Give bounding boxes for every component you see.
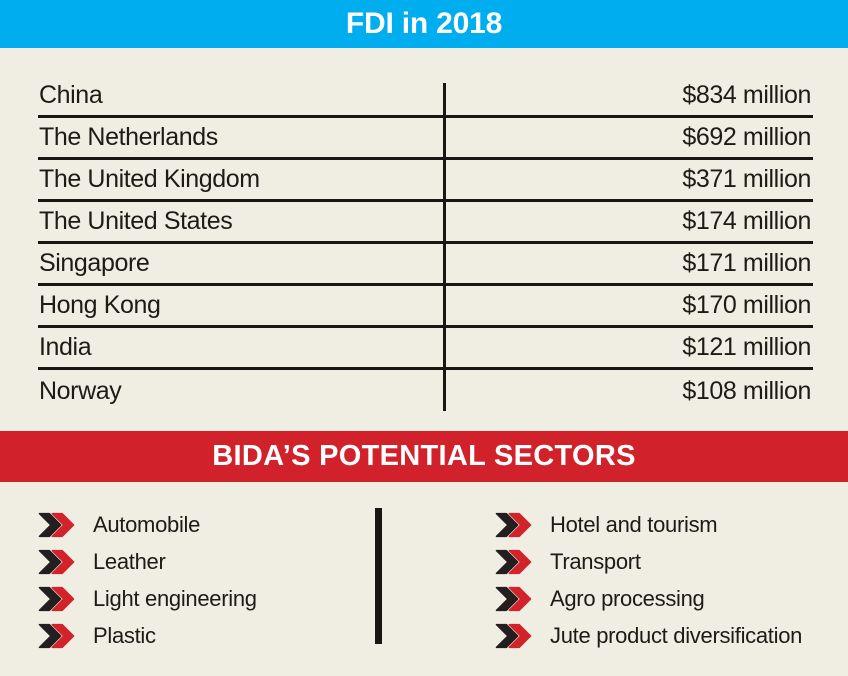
country-label: Norway: [39, 376, 122, 405]
table-row: China $834 million: [38, 76, 813, 118]
country-label: China: [39, 81, 103, 109]
sector-item: Hotel and tourism: [495, 506, 802, 543]
table-row: Norway $108 million: [38, 370, 813, 412]
table-row: India $121 million: [38, 328, 813, 370]
sector-item: Leather: [38, 543, 257, 580]
sector-label: Light engineering: [93, 585, 257, 611]
sectors-column-divider: [375, 508, 382, 644]
sector-col-left: Automobile Leather Light engineering Pla…: [38, 506, 257, 654]
double-chevron-icon: [38, 623, 75, 648]
country-label: The United States: [39, 207, 233, 235]
country-label: The United Kingdom: [39, 165, 260, 193]
table-column-divider: [443, 83, 446, 411]
double-chevron-icon: [495, 512, 532, 537]
sector-label: Agro processing: [550, 585, 705, 611]
table-row: The United Kingdom $371 million: [38, 160, 813, 202]
table-row: Hong Kong $170 million: [38, 286, 813, 328]
double-chevron-icon: [495, 623, 532, 648]
fdi-title: FDI in 2018: [345, 7, 503, 40]
sector-item: Light engineering: [38, 580, 257, 617]
sector-item: Transport: [495, 543, 802, 580]
country-label: Hong Kong: [39, 291, 161, 319]
country-label: India: [39, 333, 92, 361]
fdi-table: China $834 million The Netherlands $692 …: [38, 76, 813, 412]
fdi-value: $171 million: [682, 249, 811, 277]
fdi-value: $170 million: [682, 291, 811, 319]
fdi-value: $174 million: [682, 207, 811, 235]
sector-label: Jute product diversification: [550, 622, 803, 648]
fdi-value: $834 million: [682, 81, 811, 109]
country-label: Singapore: [39, 249, 150, 277]
double-chevron-icon: [38, 549, 75, 574]
double-chevron-icon: [38, 512, 75, 537]
double-chevron-icon: [38, 586, 75, 611]
fdi-value: $692 million: [682, 123, 811, 151]
fdi-value: $121 million: [682, 333, 811, 361]
double-chevron-icon: [495, 586, 532, 611]
country-label: The Netherlands: [39, 123, 218, 151]
sector-label: Hotel and tourism: [550, 511, 718, 537]
sector-label: Transport: [550, 548, 641, 574]
sector-item: Agro processing: [495, 580, 802, 617]
table-row: The United States $174 million: [38, 202, 813, 244]
sectors-header-band: BIDA’S POTENTIAL SECTORS: [0, 431, 848, 482]
table-row: Singapore $171 million: [38, 244, 813, 286]
sector-label: Automobile: [93, 511, 201, 537]
sector-item: Automobile: [38, 506, 257, 543]
sector-label: Plastic: [93, 622, 156, 648]
sectors-section: Automobile Leather Light engineering Pla…: [0, 482, 848, 676]
table-row: The Netherlands $692 million: [38, 118, 813, 160]
fdi-value: $371 million: [682, 165, 811, 193]
fdi-value: $108 million: [682, 376, 811, 405]
sector-item: Jute product diversification: [495, 617, 802, 654]
fdi-header-band: FDI in 2018: [0, 0, 848, 48]
sector-col-right: Hotel and tourism Transport Agro process…: [495, 506, 802, 654]
sector-label: Leather: [93, 548, 166, 574]
sectors-title: BIDA’S POTENTIAL SECTORS: [212, 440, 636, 472]
sector-item: Plastic: [38, 617, 257, 654]
fdi-table-rows: China $834 million The Netherlands $692 …: [38, 76, 813, 412]
double-chevron-icon: [495, 549, 532, 574]
